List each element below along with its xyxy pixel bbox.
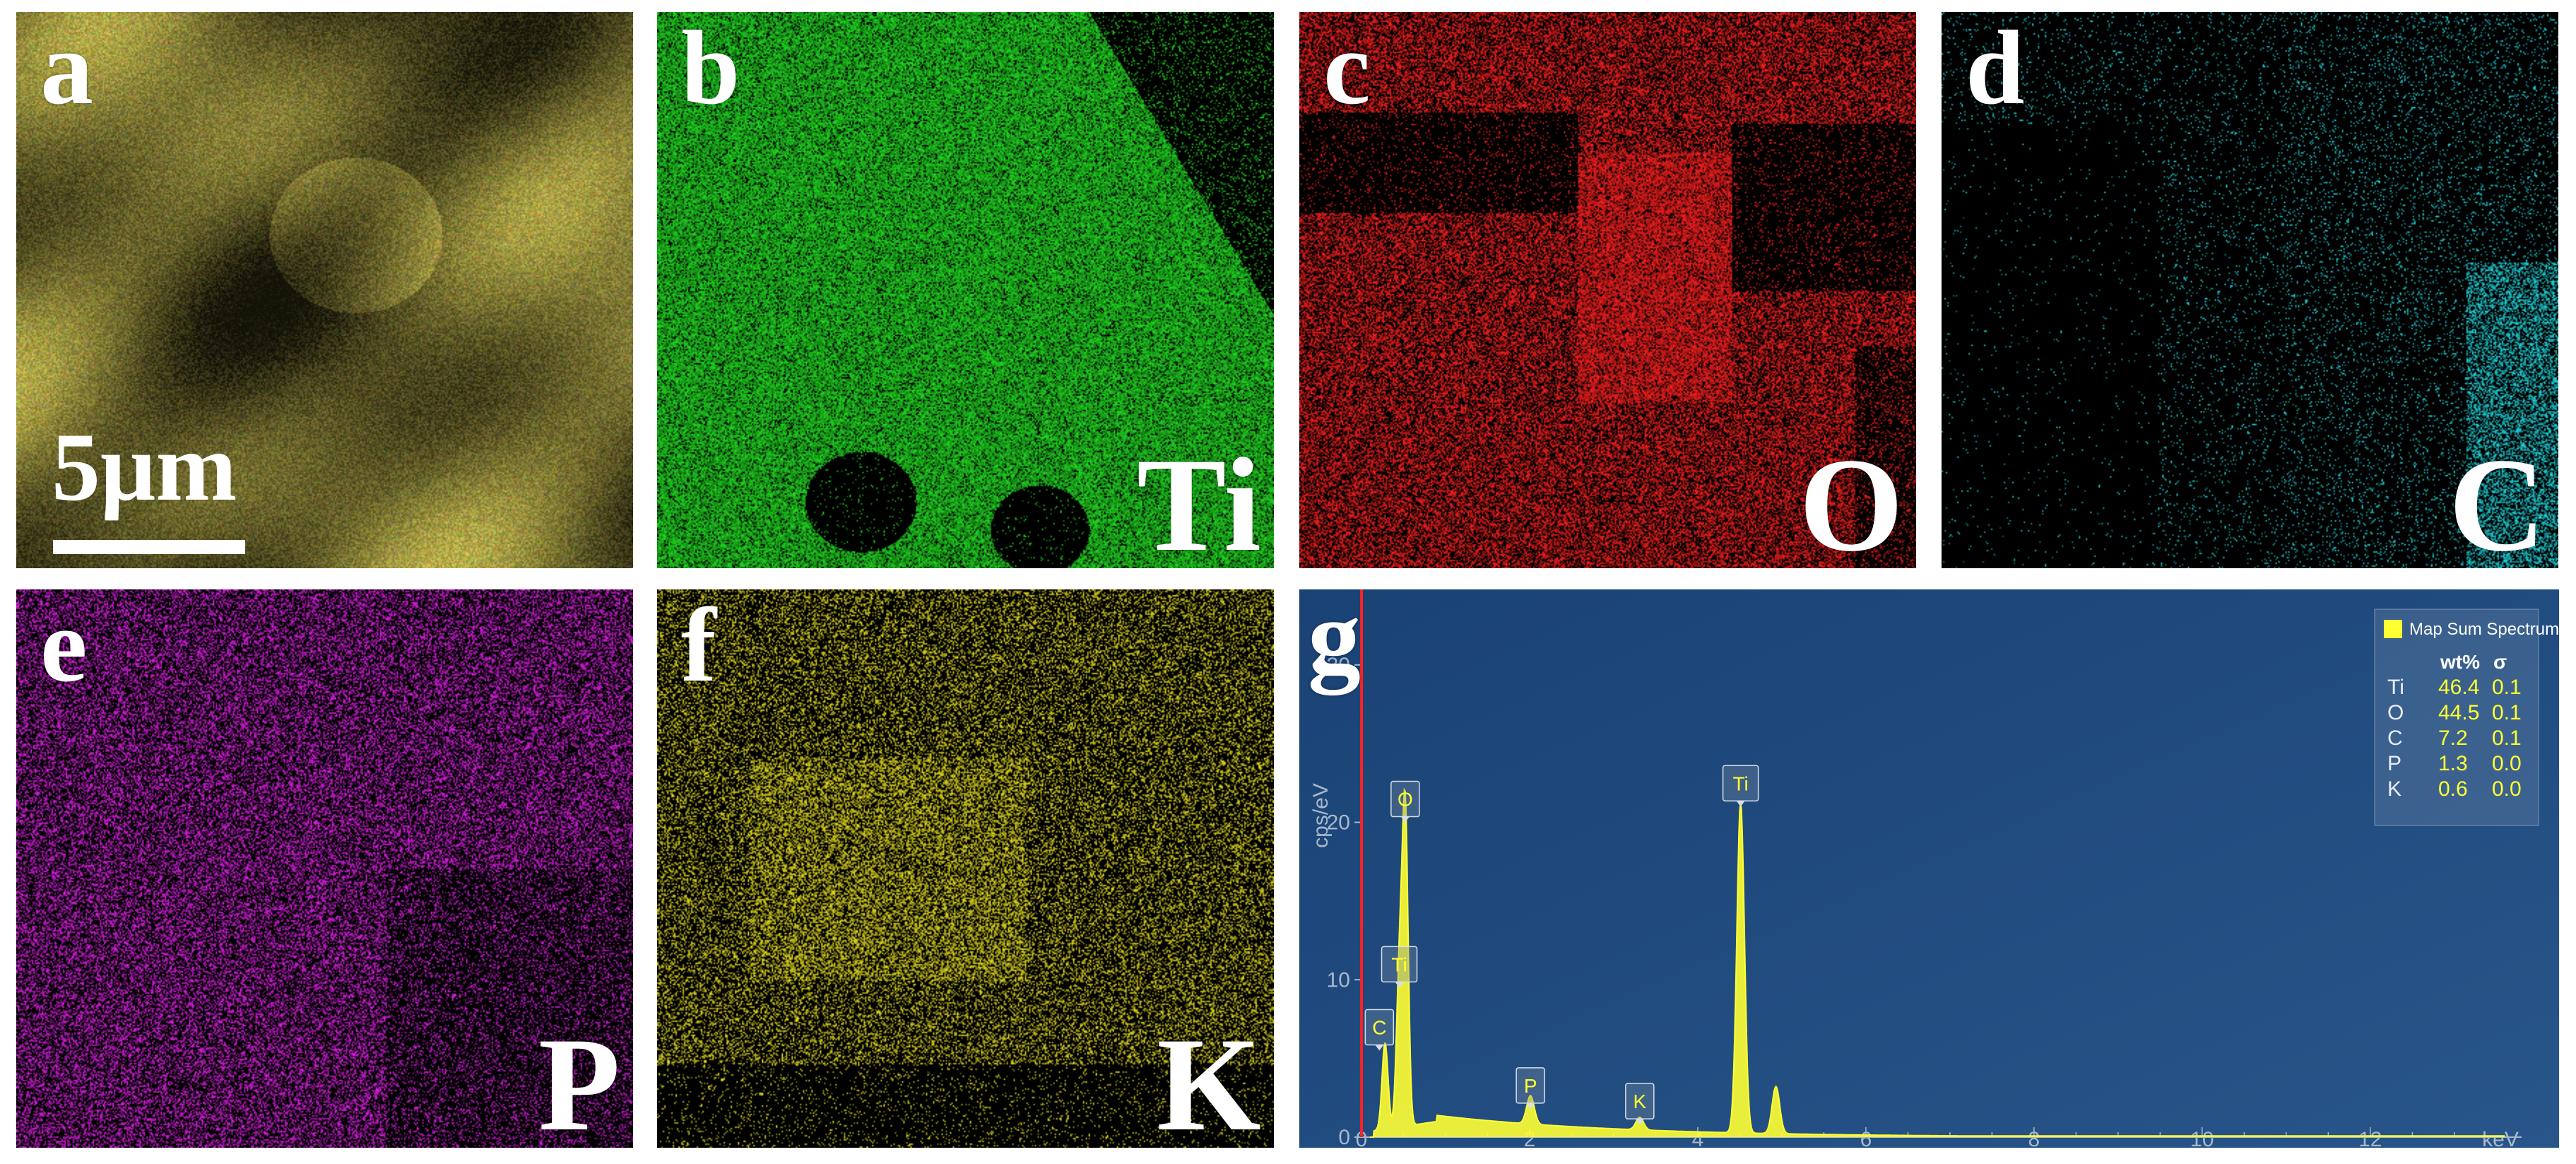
- panel-label-c: c: [1323, 12, 1371, 127]
- table-sigma-value: 0.0: [2492, 777, 2522, 801]
- o-map-panel: c O: [1299, 12, 1916, 568]
- p-elemental-map: [16, 589, 633, 1148]
- x-tick-label: 8: [2028, 1128, 2040, 1148]
- table-element: Ti: [2387, 676, 2404, 699]
- k-elemental-map: [657, 589, 1274, 1148]
- y-tick-label: 30: [1327, 654, 1350, 677]
- peak-label-k: K: [1633, 1090, 1646, 1112]
- table-element: O: [2387, 701, 2404, 724]
- table-element: P: [2387, 752, 2401, 775]
- ti-elemental-map: [657, 12, 1274, 568]
- scale-bar-label: 5μm: [52, 413, 237, 521]
- k-map-panel: f K: [657, 589, 1274, 1148]
- table-element: C: [2387, 727, 2403, 750]
- table-header-sigma: σ: [2493, 651, 2507, 673]
- peak-label-pointer: [1736, 801, 1745, 807]
- x-axis-label: keV: [2482, 1128, 2519, 1148]
- table-wt-value: 44.5: [2438, 701, 2479, 724]
- x-tick-label: 12: [2358, 1128, 2382, 1148]
- peak-label-ti: Ti: [1732, 772, 1748, 794]
- ti-map-panel: b Ti: [657, 12, 1274, 568]
- peak-label-c: C: [1372, 1017, 1386, 1039]
- peak-label-pointer: [1526, 1103, 1535, 1109]
- peak-label-pointer: [1395, 982, 1404, 988]
- panel-label-f: f: [681, 589, 716, 704]
- peak-label-pointer: [1635, 1119, 1644, 1125]
- o-elemental-map: [1299, 12, 1916, 568]
- eds-spectrum-panel: 0 10 20 30 0 2 4 6 8 10 12 cps/eV keV C Ti O P K Ti Ma…: [1299, 589, 2559, 1148]
- table-sigma-value: 0.1: [2492, 727, 2522, 750]
- table-header-wt: wt%: [2440, 651, 2480, 673]
- panel-label-b: b: [681, 12, 740, 127]
- panel-label-g: g: [1308, 589, 1361, 695]
- table-background: [2374, 609, 2539, 826]
- peak-label-box: [1390, 780, 1420, 818]
- table-element: K: [2387, 777, 2401, 801]
- element-label-ti: Ti: [1136, 431, 1261, 568]
- table-wt-value: 7.2: [2438, 727, 2468, 750]
- table-rows: Ti 46.4 0.1 O 44.5 0.1 C 7.2 0.1 P 1.3 0.0 K 0.6 0.0: [2387, 676, 2522, 801]
- x-tick-label: 6: [1860, 1128, 1872, 1148]
- panel-label-d: d: [1966, 12, 2025, 127]
- spectrum-line: [1369, 787, 2505, 1138]
- x-tick-label: 0: [1356, 1128, 1368, 1148]
- panel-label-a: a: [40, 12, 93, 127]
- sem-image: [16, 12, 633, 568]
- element-label-p: P: [538, 1011, 620, 1148]
- peak-label-pointer: [1400, 816, 1410, 823]
- peak-label-pointer: [1375, 1045, 1384, 1051]
- y-tick-label: 10: [1327, 968, 1350, 992]
- y-tick-label: 0: [1338, 1126, 1350, 1148]
- scale-bar: [53, 540, 245, 554]
- x-tick-label: 4: [1692, 1128, 1704, 1148]
- table-sigma-value: 0.0: [2492, 752, 2522, 775]
- spectrum-background: [1299, 589, 2559, 1148]
- peak-label-box: [1381, 946, 1418, 983]
- table-sigma-value: 0.1: [2492, 701, 2522, 724]
- legend-swatch: [2384, 620, 2402, 638]
- peak-label-ti: Ti: [1391, 953, 1407, 975]
- y-tick-label: 20: [1327, 811, 1350, 835]
- panel-label-e: e: [40, 589, 88, 704]
- legend-label: Map Sum Spectrum: [2409, 620, 2559, 639]
- table-wt-value: 1.3: [2438, 752, 2468, 775]
- c-map-panel: d C: [1942, 12, 2558, 568]
- element-label-c: C: [2448, 431, 2546, 568]
- x-tick-label: 10: [2190, 1128, 2214, 1148]
- peak-label-p: P: [1524, 1075, 1537, 1097]
- sem-image-panel: a 5μm: [16, 12, 633, 568]
- c-elemental-map: [1942, 12, 2558, 568]
- quantification-table: Map Sum Spectrum wt% σ Ti 46.4 0.1 O 44.5 0.1…: [2374, 609, 2559, 826]
- y-axis-label: cps/eV: [1309, 783, 1333, 848]
- element-label-k: K: [1157, 1011, 1261, 1148]
- peak-label-box: [1722, 765, 1759, 802]
- element-label-o: O: [1799, 431, 1903, 568]
- p-map-panel: e P: [16, 589, 633, 1148]
- table-sigma-value: 0.1: [2492, 676, 2522, 699]
- peak-label-o: O: [1398, 789, 1413, 811]
- table-wt-value: 0.6: [2438, 777, 2468, 801]
- table-wt-value: 46.4: [2438, 676, 2479, 699]
- peak-labels: C Ti O P K Ti: [1364, 765, 1759, 1125]
